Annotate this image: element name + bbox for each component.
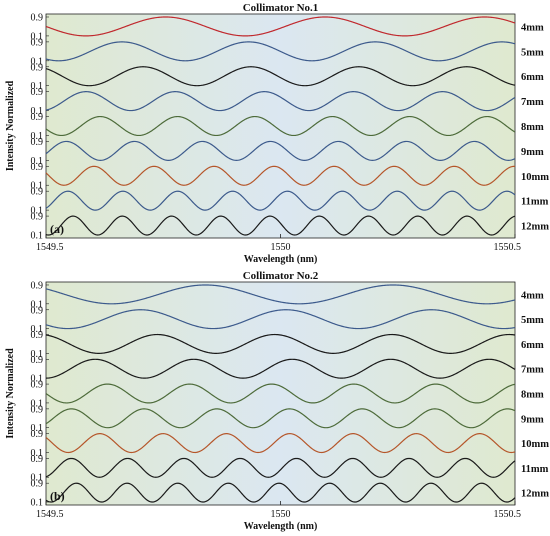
y-tick-label: 0.1 <box>31 349 44 360</box>
y-tick-label: 0.9 <box>31 305 44 316</box>
y-tick-label: 0.1 <box>31 31 44 42</box>
series-label: 11mm <box>521 197 549 208</box>
y-tick-label: 0.1 <box>31 423 44 434</box>
series-line-11mm <box>45 190 516 211</box>
series-line-5mm <box>45 41 516 62</box>
panel-label: (a) <box>50 222 64 236</box>
y-tick-label: 0.9 <box>31 355 44 366</box>
chart-title: Collimator No.1 <box>243 2 319 14</box>
series-line-11mm <box>45 457 516 478</box>
series-label: 4mm <box>521 22 544 33</box>
y-tick-label: 0.9 <box>31 137 44 148</box>
series-label: 6mm <box>521 340 544 351</box>
series-label: 8mm <box>521 122 544 133</box>
x-tick-label: 1550.5 <box>494 242 522 253</box>
series-label: 10mm <box>521 439 549 450</box>
panel-label: (b) <box>50 489 65 503</box>
y-tick-label: 0.9 <box>31 330 44 341</box>
series-label: 10mm <box>521 172 549 183</box>
y-axis-label: Intensity Normalized <box>5 80 16 171</box>
y-tick-label: 0.9 <box>31 37 44 48</box>
series-label: 7mm <box>521 365 544 376</box>
y-tick-label: 0.9 <box>31 212 44 223</box>
y-tick-label: 0.9 <box>31 429 44 440</box>
series-label: 6mm <box>521 72 544 83</box>
y-tick-label: 0.9 <box>31 380 44 391</box>
chart-panel-2: Collimator No.2 Wavelength (nm) Intensity … <box>5 270 549 532</box>
series-label: 4mm <box>521 290 544 301</box>
x-axis-label: Wavelength (nm) <box>244 254 318 265</box>
y-tick-label: 0.1 <box>31 231 44 242</box>
y-tick-label: 0.1 <box>31 498 44 509</box>
y-tick-label: 0.1 <box>31 131 44 142</box>
series-line-10mm <box>45 433 516 454</box>
plot-area <box>45 281 516 506</box>
series-label: 11mm <box>521 464 549 475</box>
series-label: 8mm <box>521 390 544 401</box>
y-tick-label: 0.1 <box>31 374 44 385</box>
series-line-6mm <box>45 66 516 87</box>
series-line-12mm <box>45 482 516 503</box>
series-line-6mm <box>45 333 516 354</box>
series-line-7mm <box>45 91 516 112</box>
series-label: 9mm <box>521 414 544 425</box>
chart-panel-1: Collimator No.1 Wavelength (nm) Intensity … <box>5 2 549 265</box>
y-axis-label: Intensity Normalized <box>5 348 16 439</box>
series-line-10mm <box>45 165 516 186</box>
y-tick-label: 0.1 <box>31 324 44 335</box>
series-line-8mm <box>45 383 516 404</box>
series-label: 12mm <box>521 222 549 233</box>
y-tick-label: 0.9 <box>31 187 44 198</box>
series-line-5mm <box>45 309 516 330</box>
series-label: 7mm <box>521 97 544 108</box>
y-tick-label: 0.9 <box>31 454 44 465</box>
y-tick-label: 0.9 <box>31 87 44 98</box>
series-label: 5mm <box>521 315 544 326</box>
y-tick-label: 0.9 <box>31 280 44 291</box>
series-label: 9mm <box>521 147 544 158</box>
series-line-12mm <box>45 215 516 236</box>
y-tick-label: 0.1 <box>31 81 44 92</box>
series-line-4mm <box>45 16 516 37</box>
x-tick-label: 1550.5 <box>494 509 522 520</box>
y-tick-label: 0.1 <box>31 299 44 310</box>
y-tick-label: 0.1 <box>31 106 44 117</box>
x-tick-label: 1550 <box>271 242 291 253</box>
y-tick-label: 0.9 <box>31 12 44 23</box>
series-label: 5mm <box>521 47 544 58</box>
y-tick-label: 0.1 <box>31 181 44 192</box>
y-tick-label: 0.1 <box>31 56 44 67</box>
series-line-4mm <box>45 284 516 305</box>
chart-title: Collimator No.2 <box>243 270 319 282</box>
plot-area <box>45 13 516 239</box>
y-tick-label: 0.9 <box>31 404 44 415</box>
y-tick-label: 0.9 <box>31 112 44 123</box>
y-tick-label: 0.1 <box>31 398 44 409</box>
x-tick-label: 1549.5 <box>36 509 64 520</box>
y-tick-label: 0.1 <box>31 156 44 167</box>
y-tick-label: 0.1 <box>31 206 44 217</box>
y-tick-label: 0.1 <box>31 473 44 484</box>
x-tick-label: 1550 <box>271 509 291 520</box>
series-line-8mm <box>45 115 516 137</box>
series-line-9mm <box>45 140 516 161</box>
y-tick-label: 0.9 <box>31 62 44 73</box>
x-axis-label: Wavelength (nm) <box>244 521 318 532</box>
y-tick-label: 0.9 <box>31 479 44 490</box>
series-line-7mm <box>45 358 516 379</box>
y-tick-label: 0.9 <box>31 162 44 173</box>
x-tick-label: 1549.5 <box>36 242 64 253</box>
series-line-9mm <box>45 408 516 429</box>
series-label: 12mm <box>521 489 549 500</box>
y-tick-label: 0.1 <box>31 448 44 459</box>
